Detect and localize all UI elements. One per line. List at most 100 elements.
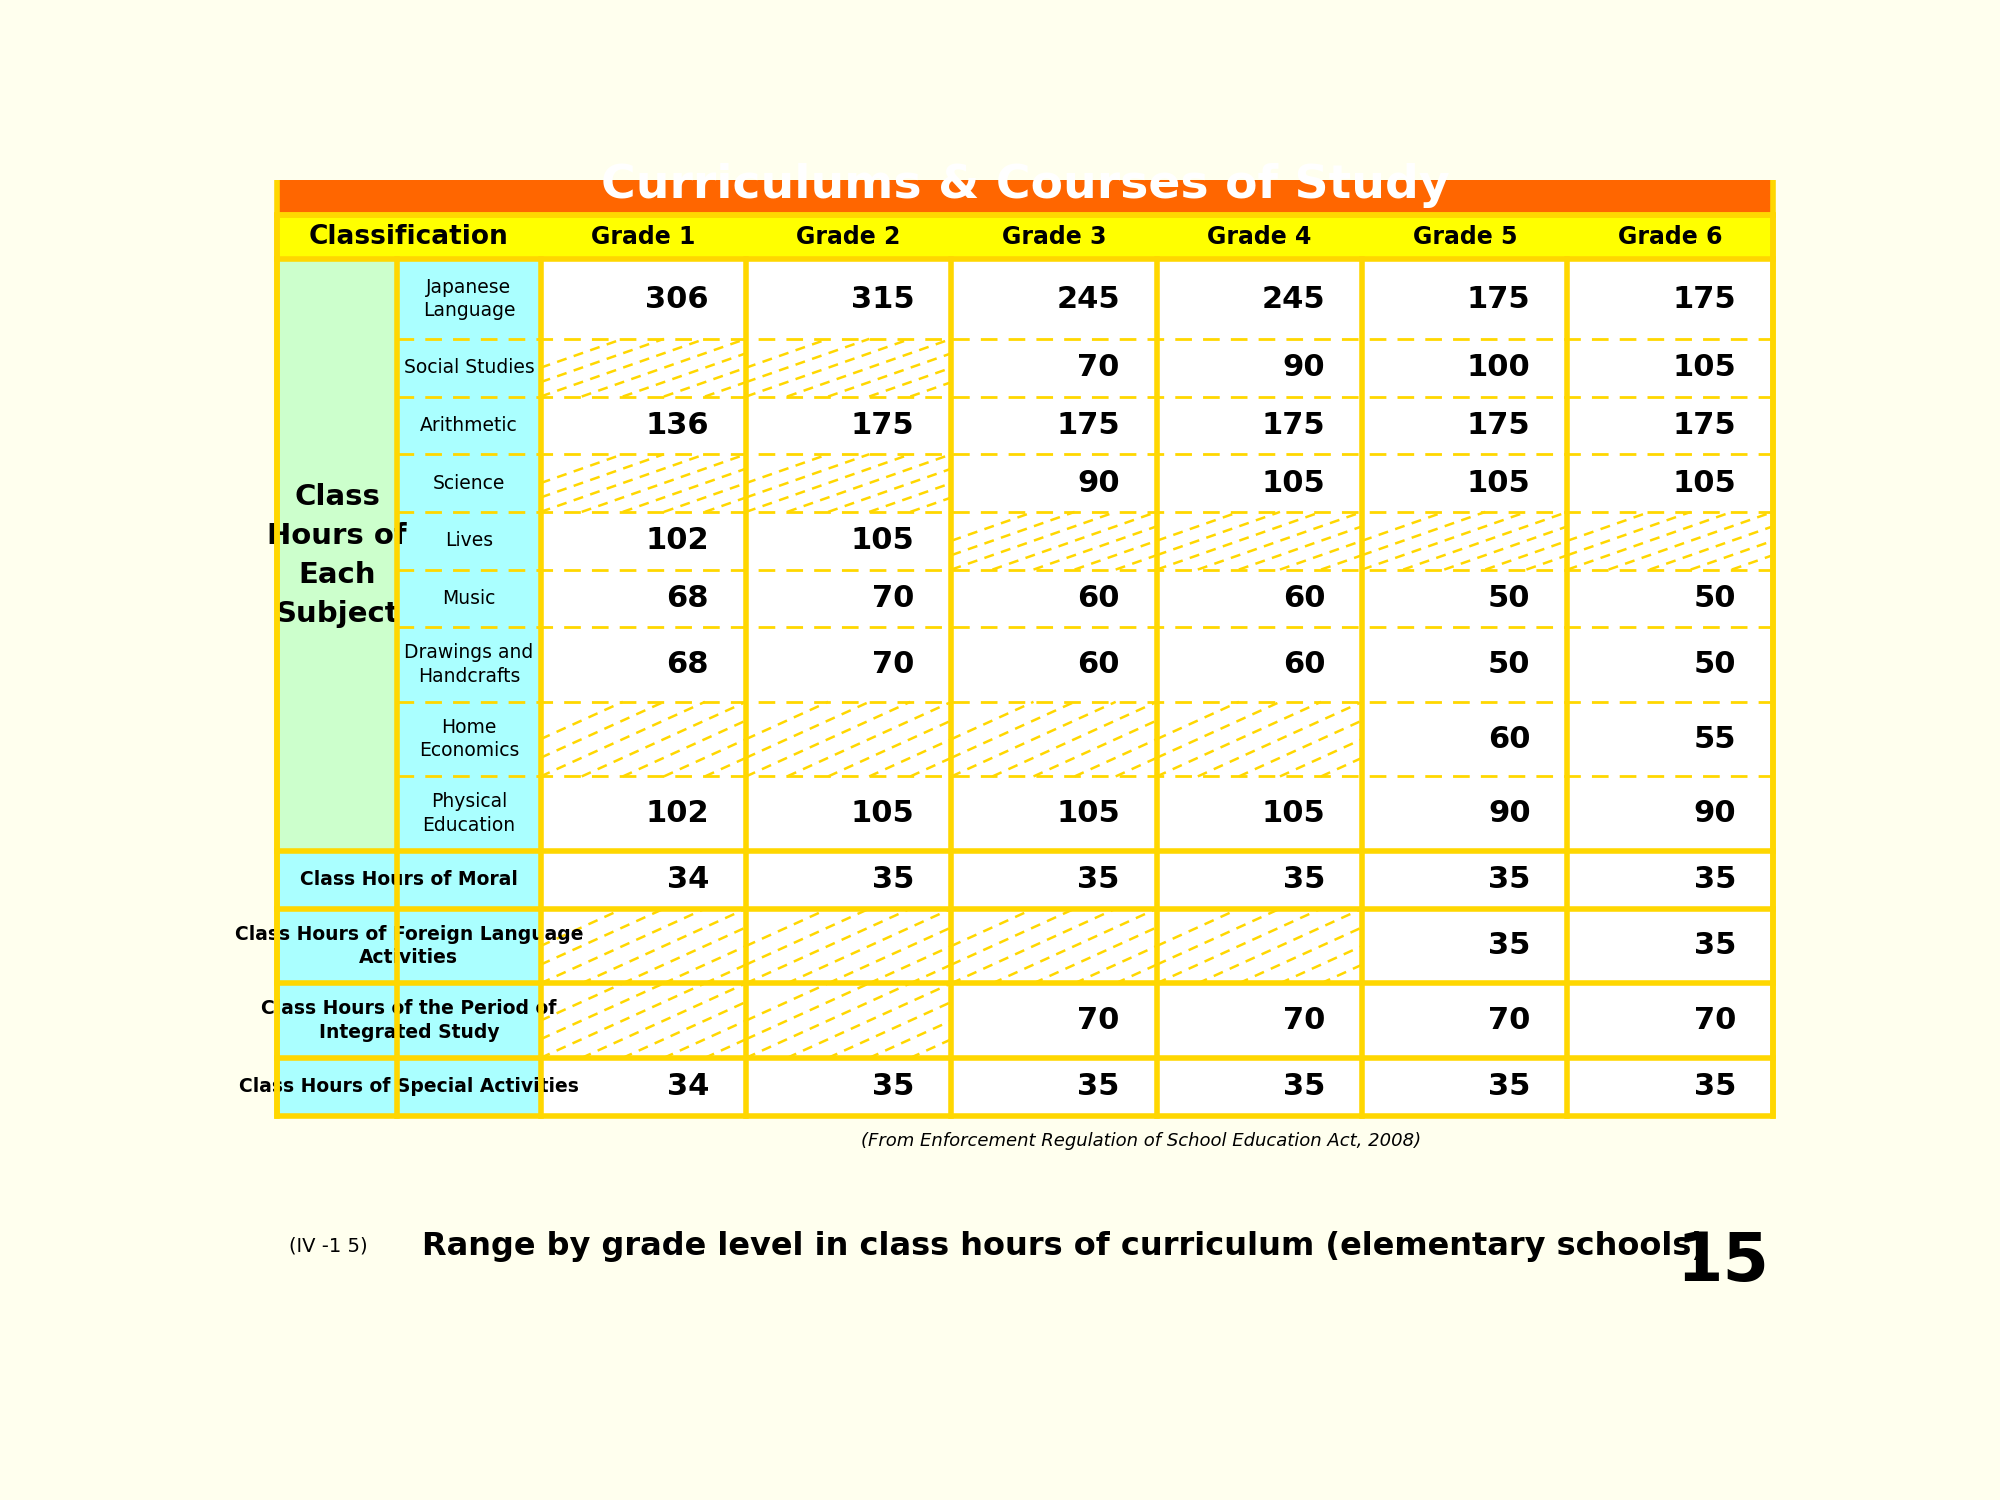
Text: 35: 35	[1078, 1072, 1120, 1101]
FancyBboxPatch shape	[398, 396, 540, 454]
Text: 35: 35	[1282, 1072, 1326, 1101]
FancyBboxPatch shape	[746, 777, 952, 850]
Text: 35: 35	[1282, 865, 1326, 894]
Text: 105: 105	[1262, 800, 1326, 828]
Text: 60: 60	[1488, 724, 1530, 753]
Text: 68: 68	[666, 650, 710, 680]
FancyBboxPatch shape	[540, 702, 746, 777]
FancyBboxPatch shape	[1568, 260, 1772, 339]
Text: 60: 60	[1078, 650, 1120, 680]
FancyBboxPatch shape	[398, 702, 540, 777]
Text: Social Studies: Social Studies	[404, 358, 534, 376]
Text: (IV -1 5): (IV -1 5)	[288, 1238, 368, 1256]
Text: 60: 60	[1282, 650, 1326, 680]
FancyBboxPatch shape	[1568, 909, 1772, 984]
FancyBboxPatch shape	[1156, 984, 1362, 1058]
Text: Arithmetic: Arithmetic	[420, 416, 518, 435]
FancyBboxPatch shape	[1362, 850, 1568, 909]
Text: 90: 90	[1282, 352, 1326, 382]
FancyBboxPatch shape	[398, 454, 540, 512]
FancyBboxPatch shape	[952, 396, 1156, 454]
FancyBboxPatch shape	[952, 909, 1156, 984]
FancyBboxPatch shape	[1156, 909, 1362, 984]
FancyBboxPatch shape	[278, 1058, 540, 1116]
FancyBboxPatch shape	[1568, 777, 1772, 850]
FancyBboxPatch shape	[540, 454, 746, 512]
Text: 90: 90	[1078, 468, 1120, 498]
FancyBboxPatch shape	[746, 909, 952, 984]
Text: 35: 35	[872, 865, 914, 894]
FancyBboxPatch shape	[1568, 702, 1772, 777]
FancyBboxPatch shape	[952, 850, 1156, 909]
Text: 70: 70	[872, 650, 914, 680]
Text: 34: 34	[666, 865, 710, 894]
FancyBboxPatch shape	[952, 1058, 1156, 1116]
Text: 35: 35	[1694, 1072, 1736, 1101]
Text: Grade 1: Grade 1	[592, 225, 696, 249]
FancyBboxPatch shape	[746, 339, 952, 396]
Text: 100: 100	[1466, 352, 1530, 382]
FancyBboxPatch shape	[1362, 339, 1568, 396]
Text: 105: 105	[1466, 468, 1530, 498]
FancyBboxPatch shape	[540, 909, 746, 984]
Text: 175: 175	[1672, 285, 1736, 314]
FancyBboxPatch shape	[1568, 850, 1772, 909]
Text: 15: 15	[1676, 1228, 1770, 1294]
Text: Range by grade level in class hours of curriculum (elementary schools): Range by grade level in class hours of c…	[422, 1232, 1706, 1262]
FancyBboxPatch shape	[278, 260, 398, 850]
FancyBboxPatch shape	[746, 984, 952, 1058]
Text: 245: 245	[1262, 285, 1326, 314]
FancyBboxPatch shape	[952, 512, 1156, 570]
FancyBboxPatch shape	[540, 570, 746, 627]
FancyBboxPatch shape	[746, 570, 952, 627]
FancyBboxPatch shape	[1568, 627, 1772, 702]
FancyBboxPatch shape	[952, 777, 1156, 850]
Text: Class
Hours of
Each
Subject: Class Hours of Each Subject	[268, 483, 406, 627]
FancyBboxPatch shape	[746, 396, 952, 454]
FancyBboxPatch shape	[1568, 454, 1772, 512]
FancyBboxPatch shape	[746, 260, 952, 339]
Text: Grade 2: Grade 2	[796, 225, 900, 249]
FancyBboxPatch shape	[1156, 777, 1362, 850]
FancyBboxPatch shape	[746, 850, 952, 909]
FancyBboxPatch shape	[746, 512, 952, 570]
FancyBboxPatch shape	[1362, 454, 1568, 512]
Text: 315: 315	[850, 285, 914, 314]
Text: 306: 306	[646, 285, 710, 314]
FancyBboxPatch shape	[398, 627, 540, 702]
Text: Class Hours of Special Activities: Class Hours of Special Activities	[238, 1077, 578, 1096]
Text: 35: 35	[1488, 932, 1530, 960]
FancyBboxPatch shape	[540, 777, 746, 850]
FancyBboxPatch shape	[540, 627, 746, 702]
Text: Music: Music	[442, 590, 496, 608]
Text: 105: 105	[1672, 468, 1736, 498]
FancyBboxPatch shape	[952, 260, 1156, 339]
Text: Physical
Education: Physical Education	[422, 792, 516, 836]
Text: Lives: Lives	[444, 531, 492, 550]
FancyBboxPatch shape	[1362, 1058, 1568, 1116]
Text: 35: 35	[1694, 865, 1736, 894]
Text: 70: 70	[1488, 1007, 1530, 1035]
Text: 70: 70	[1282, 1007, 1326, 1035]
FancyBboxPatch shape	[1156, 702, 1362, 777]
FancyBboxPatch shape	[1156, 260, 1362, 339]
FancyBboxPatch shape	[398, 339, 540, 396]
FancyBboxPatch shape	[1156, 1058, 1362, 1116]
Text: 90: 90	[1694, 800, 1736, 828]
Text: Class Hours of Foreign Language
Activities: Class Hours of Foreign Language Activiti…	[234, 924, 584, 968]
FancyBboxPatch shape	[398, 512, 540, 570]
FancyBboxPatch shape	[1362, 396, 1568, 454]
FancyBboxPatch shape	[1362, 570, 1568, 627]
Text: 175: 175	[1056, 411, 1120, 440]
Text: Drawings and
Handcrafts: Drawings and Handcrafts	[404, 644, 534, 686]
Text: Grade 5: Grade 5	[1412, 225, 1518, 249]
Text: 50: 50	[1694, 584, 1736, 614]
FancyBboxPatch shape	[540, 260, 746, 339]
Text: Japanese
Language: Japanese Language	[422, 278, 516, 321]
FancyBboxPatch shape	[278, 214, 1772, 260]
FancyBboxPatch shape	[1156, 627, 1362, 702]
Text: Grade 3: Grade 3	[1002, 225, 1106, 249]
FancyBboxPatch shape	[278, 850, 540, 909]
Text: 175: 175	[1672, 411, 1736, 440]
FancyBboxPatch shape	[1568, 512, 1772, 570]
